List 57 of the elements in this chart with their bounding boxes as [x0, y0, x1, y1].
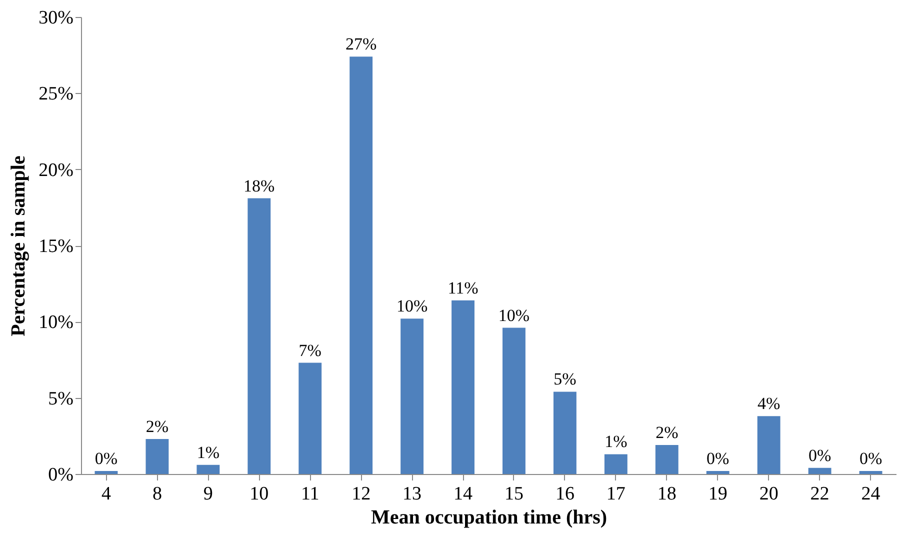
- data-label: 0%: [706, 448, 730, 468]
- x-tick-label: 8: [152, 484, 162, 504]
- bar: [553, 392, 576, 474]
- x-tick-label: 16: [555, 484, 574, 504]
- bar: [298, 362, 322, 474]
- data-label: 7%: [298, 340, 322, 360]
- data-label: 0%: [808, 446, 832, 465]
- y-tick-label: 5%: [48, 388, 74, 410]
- y-tick-label: 20%: [38, 160, 74, 181]
- x-tick-label: 14: [454, 484, 474, 504]
- bar: [196, 464, 220, 474]
- y-tick-label: 10%: [38, 312, 74, 334]
- data-label: 4%: [757, 394, 780, 414]
- data-label: 1%: [196, 442, 220, 462]
- bar: [808, 468, 832, 474]
- x-tick-label: 9: [203, 484, 213, 504]
- x-tick-label: 19: [708, 484, 728, 504]
- bar: [400, 318, 424, 474]
- bar: [146, 438, 169, 474]
- data-label: 27%: [345, 34, 377, 54]
- y-tick-label: 0%: [48, 464, 74, 486]
- bar: [604, 454, 628, 474]
- bar: [350, 56, 373, 474]
- y-tick-label: 30%: [38, 8, 74, 28]
- x-tick-label: 15: [504, 484, 524, 504]
- data-label: 1%: [604, 432, 628, 452]
- bar: [655, 445, 678, 474]
- bar: [859, 470, 882, 474]
- x-tick-label: 24: [861, 484, 881, 504]
- bar: [94, 470, 118, 474]
- x-tick-label: 22: [810, 484, 830, 504]
- data-label: 10%: [498, 306, 530, 325]
- data-label: 10%: [396, 296, 428, 316]
- data-label: 0%: [859, 448, 882, 468]
- x-tick-label: 20: [759, 484, 778, 504]
- data-label: 0%: [94, 448, 118, 468]
- y-axis-title: Percentage in sample: [8, 156, 30, 336]
- x-tick-label: 11: [300, 484, 320, 504]
- x-tick-label: 4: [101, 484, 112, 504]
- bar: [248, 198, 271, 474]
- data-label: 18%: [244, 176, 275, 196]
- x-tick-label: 18: [657, 484, 676, 504]
- x-tick-label: 13: [402, 484, 422, 504]
- x-tick-label: 17: [606, 484, 626, 504]
- x-tick-label: 10: [250, 484, 269, 504]
- x-axis-title: Mean occupation time (hrs): [370, 506, 608, 528]
- x-tick-label: 12: [352, 484, 371, 504]
- data-label: 2%: [656, 423, 678, 442]
- y-tick-label: 15%: [38, 236, 74, 257]
- bar: [452, 300, 474, 474]
- y-tick-label: 25%: [38, 84, 74, 105]
- bar: [757, 416, 780, 474]
- bar: [706, 470, 730, 474]
- data-label: 2%: [146, 416, 169, 436]
- data-label: 11%: [448, 278, 478, 298]
- bar: [502, 328, 526, 474]
- data-label: 5%: [554, 370, 576, 389]
